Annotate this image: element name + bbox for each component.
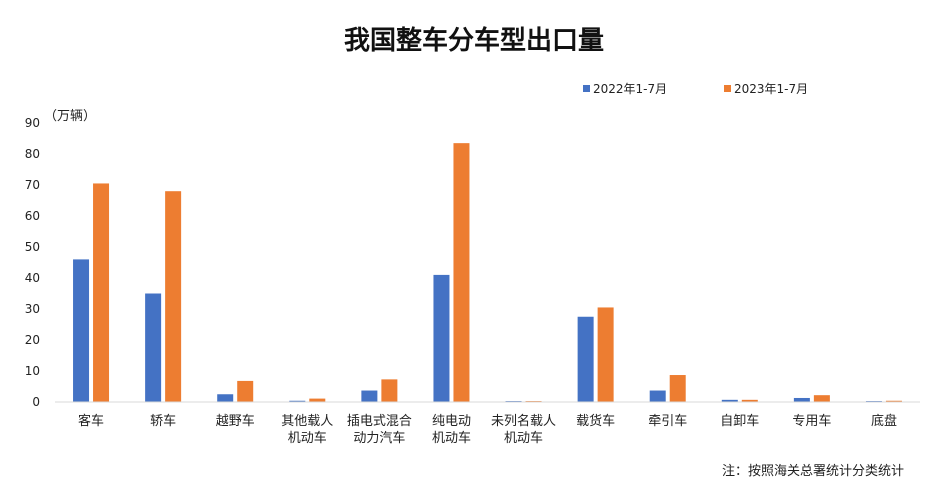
bar (165, 191, 182, 402)
bar (93, 183, 110, 402)
x-category-label: 插电式混合 (347, 414, 412, 429)
x-category-label: 牵引车 (648, 413, 687, 429)
y-tick-label: 60 (25, 209, 40, 223)
x-category-label: 客车 (78, 413, 104, 429)
bar (361, 390, 378, 402)
bar (145, 293, 162, 402)
x-category-label: 未列名载人 (491, 413, 556, 429)
x-category-label: 其他载人 (281, 414, 333, 429)
legend: 2022年1-7月 2023年1-7月 (583, 82, 808, 96)
bar (813, 395, 830, 402)
x-category-label: 专用车 (792, 413, 831, 429)
bar (649, 390, 666, 402)
bar (721, 399, 738, 402)
legend-label: 2023年1-7月 (734, 82, 808, 96)
x-axis: 客车 轿车 越野车 其他载人机动车插电式混合动力汽车纯电动机动车未列名载人机动车载货车… (55, 401, 920, 446)
y-tick-label: 0 (32, 395, 40, 409)
x-category-label: 底盘 (871, 413, 897, 429)
y-tick-label: 80 (25, 147, 40, 161)
y-tick-label: 50 (25, 240, 40, 254)
x-category-label: 机动车 (504, 430, 543, 446)
x-category-label: 动力汽车 (353, 430, 405, 446)
bars (73, 143, 902, 402)
x-category-label: 载货车 (576, 413, 615, 429)
chart-title: 我国整车分车型出口量 (344, 25, 604, 56)
x-category-label: 机动车 (432, 430, 471, 446)
bar (73, 259, 90, 402)
bar (669, 375, 686, 402)
bar (577, 316, 594, 402)
bar (433, 274, 450, 402)
bar (597, 307, 614, 402)
y-tick-label: 70 (25, 178, 40, 192)
x-category-label: 机动车 (288, 430, 327, 446)
y-axis-unit-label: （万辆） (44, 109, 96, 124)
y-axis: 0 10 20 30 40 50 60 70 80 90 (25, 116, 40, 409)
bar (793, 397, 810, 402)
x-category-label: 纯电动 (432, 414, 471, 429)
footnote: 注：按照海关总署统计分类统计 (722, 464, 904, 479)
bar (741, 399, 758, 402)
legend-swatch (724, 85, 731, 92)
bar (885, 400, 902, 402)
x-category-label: 轿车 (150, 413, 176, 429)
legend-label: 2022年1-7月 (593, 82, 667, 96)
y-tick-label: 30 (25, 302, 40, 316)
y-tick-label: 90 (25, 116, 40, 130)
y-tick-label: 10 (25, 364, 40, 378)
x-category-label: 越野车 (216, 413, 255, 429)
bar (309, 398, 326, 402)
bar (289, 400, 306, 402)
y-tick-label: 40 (25, 271, 40, 285)
legend-swatch (583, 85, 590, 92)
bar (237, 380, 254, 402)
bar (381, 379, 398, 402)
bar (453, 143, 470, 402)
x-category-label: 自卸车 (720, 413, 759, 429)
bar (217, 394, 234, 402)
y-tick-label: 20 (25, 333, 40, 347)
